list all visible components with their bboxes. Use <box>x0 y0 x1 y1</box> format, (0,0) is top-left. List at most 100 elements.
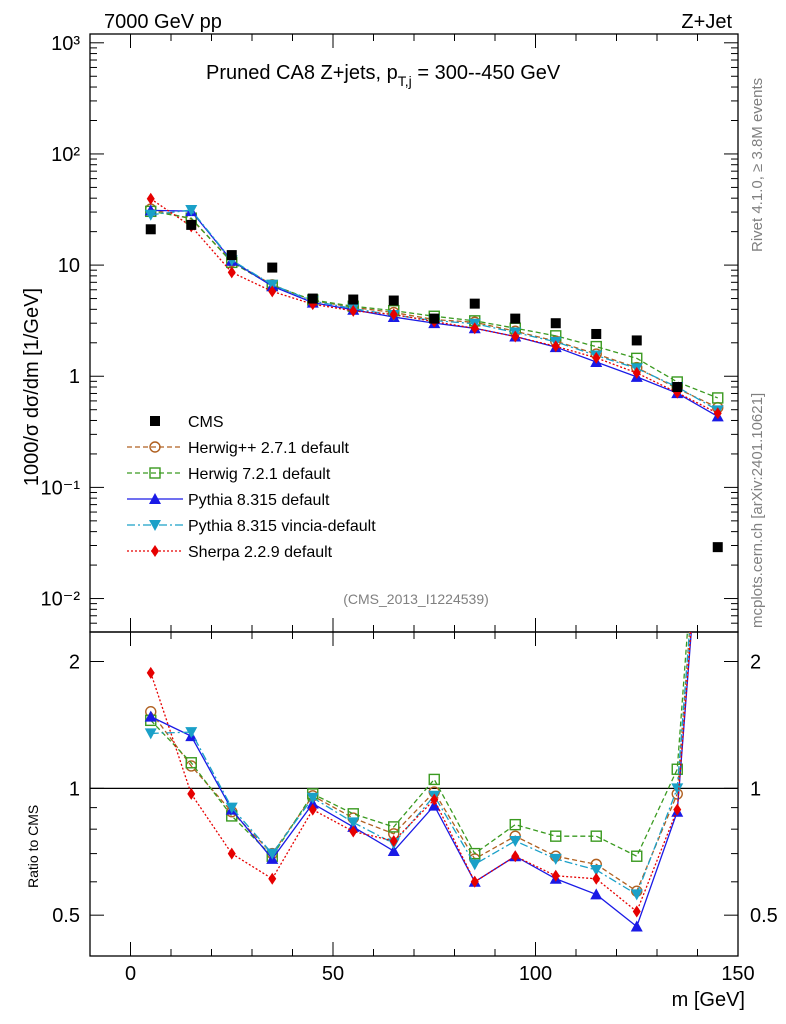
ratio-point-3 <box>306 792 319 804</box>
cms-point <box>226 250 237 261</box>
ratio-point-4 <box>349 825 358 838</box>
series-point-1 <box>712 392 724 404</box>
cms-point <box>591 328 602 339</box>
series-line-3 <box>150 209 719 411</box>
series-point-4 <box>268 285 277 298</box>
ratio-point-4 <box>551 869 560 882</box>
ratio-point-4 <box>592 872 601 885</box>
ratio-point-1 <box>671 763 683 775</box>
ratio-point-4 <box>632 905 641 918</box>
axis-ticks: 0 50 100 150 10⁻² 10⁻¹ 1 10 10² 10³ 0.5 0.5 1 1 2 2 <box>41 33 778 985</box>
header-right: Z+Jet <box>681 11 732 33</box>
title-subscript: T,j <box>398 73 412 89</box>
y-tick-label-top: 10 <box>58 255 80 277</box>
ratio-point-1 <box>590 830 602 842</box>
x-tick-label: 150 <box>721 963 754 985</box>
cms-point <box>145 224 156 235</box>
series-top-panel <box>144 192 724 422</box>
analysis-id: (CMS_2013_I1224539) <box>343 591 489 607</box>
series-point-3 <box>185 205 198 217</box>
ratio-point-4 <box>308 803 317 816</box>
cms-point <box>186 219 197 230</box>
x-tick-label: 0 <box>125 963 136 985</box>
ratio-point-4 <box>430 793 439 806</box>
series-point-4 <box>511 330 520 343</box>
header-left: 7000 GeV pp <box>104 11 222 33</box>
y-tick-label-top: 1 <box>69 366 80 388</box>
ratio-point-3 <box>468 859 481 871</box>
ratio-point-4 <box>673 803 682 816</box>
ratio-point-4 <box>146 666 155 679</box>
cms-point <box>267 262 278 273</box>
y-tick-label-top: 10⁻² <box>41 589 81 611</box>
ratio-point-3 <box>347 817 360 829</box>
ratio-line-1 <box>150 632 689 858</box>
y-tick-label-bottom: 0.5 <box>52 905 80 927</box>
ratio-point-3 <box>630 889 643 901</box>
y-tick-label-bottom: 1 <box>69 778 80 800</box>
ratio-point-3 <box>671 783 684 795</box>
ratio-point-2 <box>590 888 603 900</box>
ratio-point-1 <box>469 847 481 860</box>
legend-marker-0 <box>149 441 161 453</box>
ratio-point-2 <box>387 845 400 857</box>
ratio-point-4 <box>511 850 520 863</box>
y-tick-label-bottom-right: 2 <box>750 652 761 674</box>
ratio-point-3 <box>266 848 279 860</box>
legend-marker-4 <box>151 545 159 557</box>
ratio-point-4 <box>389 834 398 847</box>
mcplots-label: mcplots.cern.ch [arXiv:2401.10621] <box>749 393 766 628</box>
series-point-4 <box>389 308 398 321</box>
series-point-3 <box>266 279 279 291</box>
x-axis-label: m [GeV] <box>672 989 745 1011</box>
y-tick-label-bottom: 2 <box>69 652 80 674</box>
cms-point <box>550 318 561 329</box>
y-tick-label-bottom-right: 1 <box>750 778 761 800</box>
ratio-point-2 <box>630 920 643 932</box>
cms-point <box>388 295 399 306</box>
ratio-point-1 <box>185 757 197 769</box>
y-tick-label-top: 10⁻¹ <box>41 477 81 499</box>
cms-data-layer <box>145 219 723 553</box>
legend-marker-1 <box>149 467 161 479</box>
ratio-point-3 <box>225 802 238 814</box>
title-rest: = 300--450 GeV <box>412 62 561 84</box>
ratio-point-1 <box>428 773 440 786</box>
cms-point <box>429 313 440 324</box>
rivet-label: Rivet 4.1.0, ≥ 3.8M events <box>749 78 766 252</box>
series-point-4 <box>632 366 641 379</box>
series-point-4 <box>713 407 722 420</box>
main-panel-frame <box>89 33 739 633</box>
cms-point <box>510 313 521 324</box>
ratio-point-4 <box>187 787 196 800</box>
legend-label: Herwig++ 2.7.1 default <box>188 440 350 457</box>
series-point-4 <box>592 351 601 364</box>
cms-point <box>631 335 642 346</box>
legend-label: Herwig 7.2.1 default <box>188 466 331 483</box>
legend-label: Pythia 8.315 default <box>188 492 330 509</box>
series-line-2 <box>150 209 719 417</box>
series-layer <box>144 192 724 932</box>
series-point-4 <box>470 322 479 335</box>
ratio-point-3 <box>590 864 603 876</box>
series-point-4 <box>349 304 358 317</box>
ratio-line-2 <box>150 632 692 928</box>
ratio-point-1 <box>388 821 400 833</box>
ratio-point-1 <box>550 830 562 842</box>
cms-point <box>469 298 480 309</box>
cms-point <box>348 294 359 305</box>
legend-label: Sherpa 2.2.9 default <box>188 544 333 561</box>
cms-point <box>672 382 683 393</box>
y-tick-label-top: 10³ <box>51 33 80 55</box>
title-main: Pruned CA8 Z+jets, p <box>206 62 398 84</box>
ratio-point-4 <box>227 847 236 860</box>
series-ratio-panel <box>144 632 692 932</box>
ratio-point-3 <box>509 835 522 847</box>
series-point-4 <box>227 266 236 279</box>
series-point-3 <box>144 209 157 221</box>
ratio-point-3 <box>144 728 157 740</box>
x-tick-label: 100 <box>519 963 552 985</box>
series-point-4 <box>551 340 560 353</box>
ratio-point-1 <box>631 850 643 862</box>
series-line-0 <box>150 208 719 409</box>
